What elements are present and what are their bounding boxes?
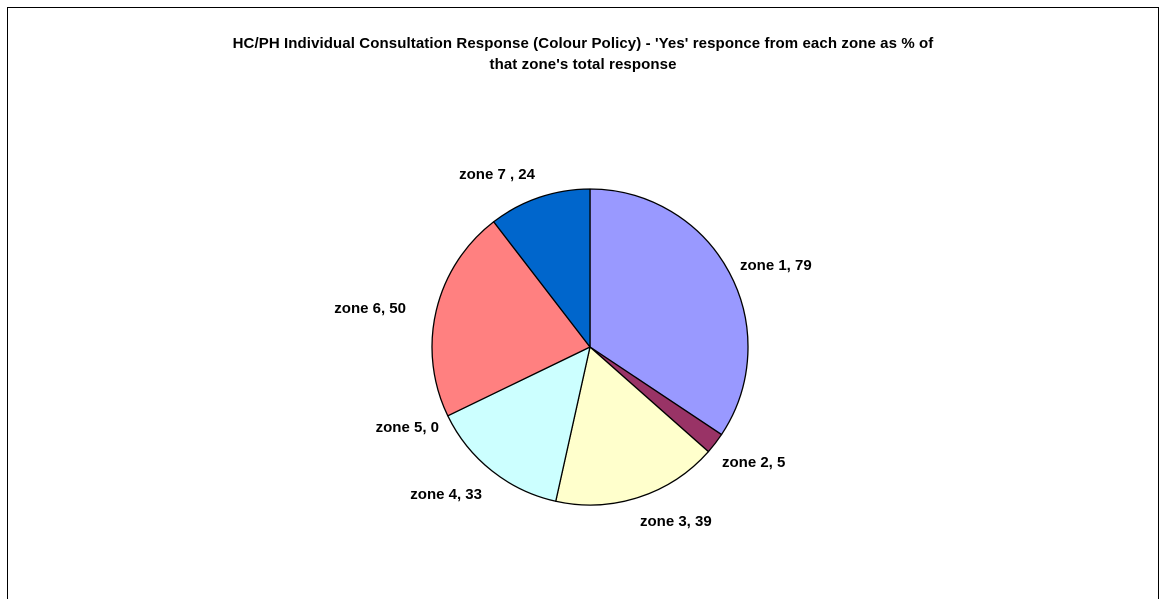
pie-labels: zone 1, 79 zone 2, 5 zone 3, 39 zone 4, 33 z… <box>334 166 811 530</box>
pie-slice-zone-4 <box>447 346 591 502</box>
data-label-zone-7: zone 7 , 24 <box>459 166 536 183</box>
chart-title: HC/PH Individual Consultation Response (… <box>8 33 1158 75</box>
data-label-zone-3: zone 3, 39 <box>640 513 712 530</box>
chart-title-line-1: HC/PH Individual Consultation Response (… <box>232 35 934 52</box>
pie-slice-zone-7 <box>493 188 591 348</box>
pie-slice-zone-3 <box>555 346 710 506</box>
data-label-zone-5: zone 5, 0 <box>376 419 439 436</box>
data-label-zone-6: zone 6, 50 <box>334 300 406 317</box>
pie-slices <box>431 188 749 506</box>
pie-chart: zone 1, 79 zone 2, 5 zone 3, 39 zone 4, 33 z… <box>334 166 811 530</box>
data-label-zone-2: zone 2, 5 <box>722 454 785 471</box>
chart-area: HC/PH Individual Consultation Response (… <box>7 7 1159 599</box>
chart-title-line-2: that zone's total response <box>489 56 677 73</box>
pie-slice-zone-6 <box>431 221 591 417</box>
data-label-zone-1: zone 1, 79 <box>740 257 812 274</box>
data-label-zone-4: zone 4, 33 <box>410 486 482 503</box>
